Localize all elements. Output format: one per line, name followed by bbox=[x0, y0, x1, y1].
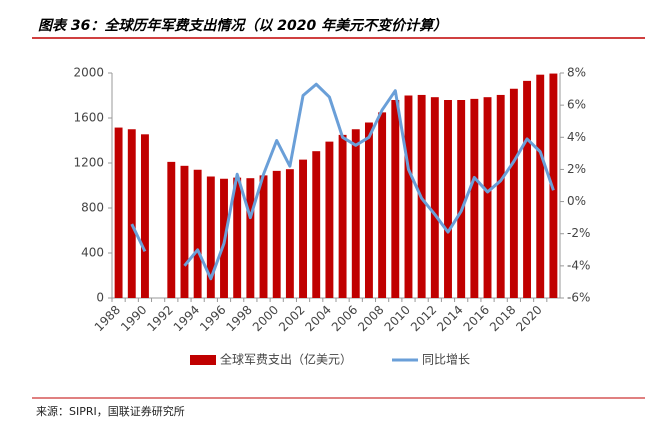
bar bbox=[299, 159, 308, 298]
x-tick-label: 1992 bbox=[144, 303, 175, 334]
bar bbox=[430, 97, 439, 298]
y2-tick-label: 6% bbox=[567, 98, 586, 112]
x-tick-label: 2016 bbox=[461, 303, 492, 334]
bar bbox=[259, 175, 268, 298]
y-tick-label: 800 bbox=[81, 201, 104, 215]
line bbox=[130, 82, 555, 281]
bar bbox=[325, 141, 334, 298]
x-tick-label: 1988 bbox=[92, 303, 123, 334]
bar bbox=[509, 88, 518, 298]
bar bbox=[351, 129, 360, 298]
y2-tick-label: -4% bbox=[567, 258, 590, 272]
bar bbox=[312, 151, 321, 298]
legend-label: 同比增长 bbox=[422, 353, 470, 367]
bar bbox=[180, 165, 189, 298]
y2-tick-label: 4% bbox=[567, 130, 586, 144]
x-tick-label: 2006 bbox=[329, 303, 360, 334]
bar bbox=[364, 122, 373, 298]
x-tick-label: 2000 bbox=[250, 303, 281, 334]
legend-label: 全球军费支出（亿美元） bbox=[220, 352, 352, 367]
bar bbox=[233, 177, 242, 298]
bar bbox=[444, 100, 452, 298]
bar bbox=[483, 97, 492, 298]
bar bbox=[457, 100, 466, 298]
y-tick-label: 0 bbox=[96, 291, 104, 305]
x-tick-label: 2020 bbox=[513, 303, 544, 334]
x-tick-label: 2014 bbox=[434, 303, 465, 334]
y2-tick-label: 2% bbox=[567, 162, 586, 176]
bar bbox=[272, 170, 281, 298]
x-tick-label: 1996 bbox=[197, 303, 228, 334]
bar bbox=[167, 161, 176, 298]
x-tick-label: 1994 bbox=[171, 303, 202, 334]
y2-tick-label: 8% bbox=[567, 66, 586, 80]
legend-swatch bbox=[190, 355, 216, 365]
y2-tick-label: -6% bbox=[567, 291, 590, 305]
y-tick-label: 400 bbox=[81, 246, 104, 260]
y2-tick-label: 0% bbox=[567, 194, 586, 208]
source: 来源：SIPRI，国联证券研究所 bbox=[36, 404, 185, 418]
bar bbox=[391, 100, 400, 298]
x-tick-label: 1990 bbox=[118, 303, 149, 334]
x-tick-label: 2018 bbox=[487, 303, 518, 334]
x-tick-label: 1998 bbox=[223, 303, 254, 334]
bar bbox=[404, 95, 413, 298]
x-tick-label: 2012 bbox=[408, 303, 439, 334]
y2-tick-label: -2% bbox=[567, 226, 590, 240]
bar bbox=[338, 134, 347, 298]
bar bbox=[523, 80, 532, 298]
x-tick-label: 2004 bbox=[303, 303, 334, 334]
x-tick-label: 2008 bbox=[355, 303, 386, 334]
bar bbox=[246, 178, 255, 298]
bar bbox=[378, 112, 387, 298]
bar bbox=[140, 134, 149, 298]
y-tick-label: 1600 bbox=[73, 111, 104, 125]
x-tick-label: 2010 bbox=[382, 303, 413, 334]
y-tick-label: 1200 bbox=[73, 156, 104, 170]
bar bbox=[285, 169, 294, 298]
bar bbox=[114, 127, 123, 298]
bar bbox=[206, 176, 215, 298]
bar bbox=[496, 94, 505, 298]
chart-title: 图表 36：全球历年军费支出情况（以 2020 年美元不变价计算） bbox=[38, 17, 447, 34]
y-tick-label: 2000 bbox=[73, 66, 104, 80]
x-tick-label: 2002 bbox=[276, 303, 307, 334]
bar bbox=[193, 169, 202, 298]
bar bbox=[470, 98, 479, 298]
bar bbox=[536, 74, 545, 298]
bar bbox=[127, 129, 136, 298]
